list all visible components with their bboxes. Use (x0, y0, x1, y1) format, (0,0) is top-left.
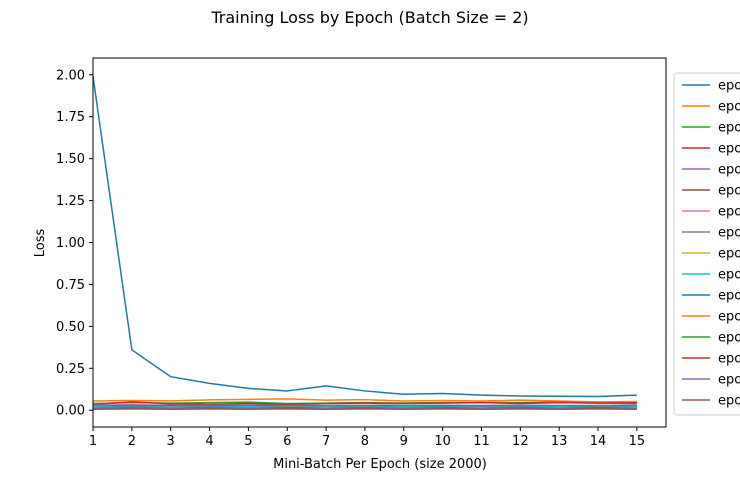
legend-entry-15: epo (718, 373, 740, 388)
series-lines (93, 76, 637, 410)
x-tick-label: 7 (322, 434, 330, 449)
legend-entry-11: epo (718, 289, 740, 304)
x-tick-label: 10 (434, 434, 451, 449)
legend-entry-6: epo (718, 184, 740, 199)
y-tick-label: 0.50 (56, 320, 85, 335)
x-tick-label: 6 (283, 434, 291, 449)
legend-entry-5: epo (718, 163, 740, 178)
legend-entry-4: epo (718, 142, 740, 157)
legend-box (673, 72, 740, 416)
y-tick-label: 1.75 (56, 110, 85, 125)
y-tick-label: 0.00 (56, 404, 85, 419)
x-tick-label: 14 (590, 434, 607, 449)
legend: epo epo epo epo epo epo epo epo epo epo epo epo epo e… (673, 72, 740, 416)
y-tick-label: 1.25 (56, 194, 85, 209)
y-tick-label: 0.25 (56, 362, 85, 377)
x-tick-label: 15 (629, 434, 646, 449)
legend-entry-1: epo (718, 79, 740, 94)
y-axis-label: Loss (33, 229, 48, 258)
series-line-4 (93, 401, 637, 406)
x-tick-label: 9 (400, 434, 408, 449)
legend-entry-8: epo (718, 226, 740, 241)
chart-title: Training Loss by Epoch (Batch Size = 2) (210, 8, 528, 27)
x-tick-label: 4 (205, 434, 213, 449)
legend-entry-14: epo (718, 352, 740, 367)
x-axis-label: Mini-Batch Per Epoch (size 2000) (273, 457, 487, 472)
series-line-1 (93, 76, 637, 398)
x-tick-label: 13 (551, 434, 568, 449)
x-tick-label: 1 (89, 434, 97, 449)
x-tick-label: 11 (473, 434, 490, 449)
x-tick-label: 3 (167, 434, 175, 449)
x-tick-label: 8 (361, 434, 369, 449)
x-tick-label: 5 (244, 434, 252, 449)
legend-entry-12: epo (718, 310, 740, 325)
y-tick-label: 0.75 (56, 278, 85, 293)
x-tick-label: 2 (128, 434, 136, 449)
legend-entry-13: epo (718, 331, 740, 346)
y-tick-label: 2.00 (56, 68, 85, 83)
legend-entry-10: epo (718, 268, 740, 283)
y-tick-label: 1.50 (56, 152, 85, 167)
x-tick-label: 12 (512, 434, 529, 449)
plot-area: 1 2 3 4 5 6 7 8 9 10 11 12 13 14 150.000.250.500.751.0… (56, 57, 667, 449)
legend-entry-7: epo (718, 205, 740, 220)
legend-entry-16: epo (718, 394, 740, 409)
series-line-2 (93, 398, 637, 403)
legend-entry-9: epo (718, 247, 740, 262)
legend-entry-3: epo (718, 121, 740, 136)
y-tick-label: 1.00 (56, 236, 85, 251)
legend-entry-2: epo (718, 100, 740, 115)
